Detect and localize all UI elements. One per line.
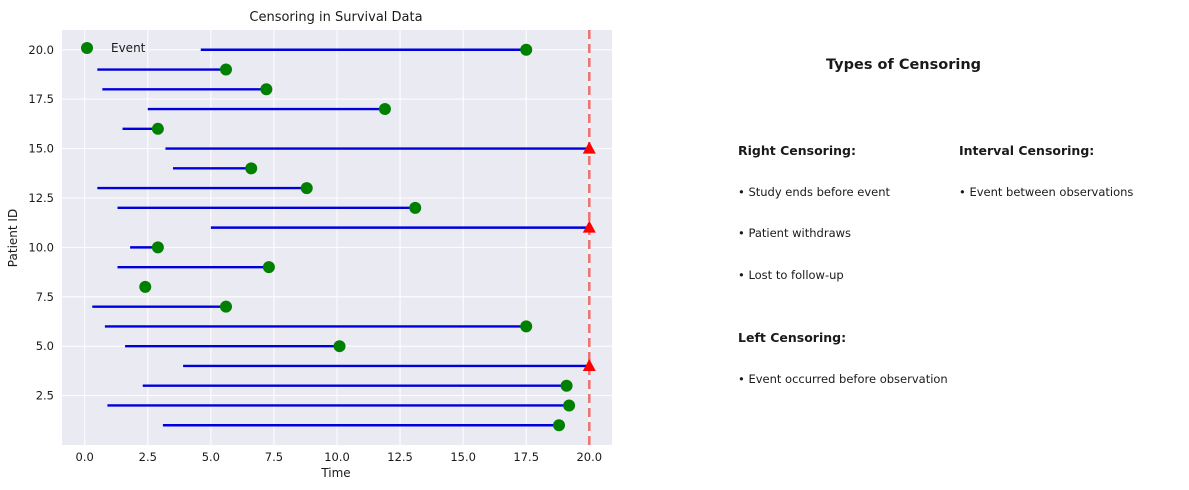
censored-marker <box>582 220 596 233</box>
x-tick-label: 7.5 <box>265 450 283 464</box>
event-marker <box>520 320 533 333</box>
y-tick-label: 20.0 <box>28 43 54 57</box>
y-tick-label: 15.0 <box>28 142 54 156</box>
right-censoring-item: • Patient withdraws <box>738 226 852 240</box>
censored-marker <box>582 141 596 154</box>
panel-title: Types of Censoring <box>826 57 982 73</box>
x-tick-label: 17.5 <box>513 450 539 464</box>
event-marker <box>219 300 232 313</box>
event-marker <box>560 379 573 392</box>
y-tick-label: 10.0 <box>28 240 54 254</box>
chart-title: Censoring in Survival Data <box>249 10 422 25</box>
patient-markers <box>139 43 596 432</box>
x-tick-label: 2.5 <box>139 450 157 464</box>
x-axis-label: Time <box>320 466 350 480</box>
event-marker <box>409 201 422 214</box>
censored-marker <box>582 358 596 371</box>
y-tick-label: 2.5 <box>36 389 54 403</box>
x-tick-label: 20.0 <box>576 450 602 464</box>
right-censoring-item: • Lost to follow-up <box>738 268 844 282</box>
left-censoring-title: Left Censoring: <box>738 330 847 345</box>
right-censoring-item: • Study ends before event <box>738 185 891 199</box>
y-tick-label: 12.5 <box>28 191 54 205</box>
x-tick-label: 5.0 <box>202 450 220 464</box>
event-marker <box>378 103 391 116</box>
event-marker <box>151 241 164 254</box>
patient-lines <box>92 48 590 427</box>
event-marker <box>219 63 232 76</box>
x-tick-label: 10.0 <box>324 450 350 464</box>
y-tick-label: 17.5 <box>28 92 54 106</box>
event-marker <box>300 182 313 195</box>
x-tick-labels: 0.0 2.5 5.0 7.5 10.0 12.5 15.0 17.5 20.0 <box>76 450 603 464</box>
left-censoring-item: • Event occurred before observation <box>738 372 948 386</box>
event-marker <box>333 340 346 353</box>
legend-event-marker <box>81 42 93 54</box>
event-marker <box>553 419 566 432</box>
event-marker <box>245 162 258 175</box>
y-tick-label: 7.5 <box>36 290 54 304</box>
event-marker <box>260 83 273 96</box>
event-marker <box>139 280 152 293</box>
event-marker <box>151 122 164 135</box>
interval-censoring-item: • Event between observations <box>959 185 1134 199</box>
y-tick-label: 5.0 <box>36 339 54 353</box>
event-marker <box>262 261 275 274</box>
x-tick-label: 12.5 <box>387 450 413 464</box>
legend-event-label: Event <box>111 41 146 55</box>
y-tick-labels: 2.5 5.0 7.5 10.0 12.5 15.0 17.5 20.0 <box>28 43 54 403</box>
y-axis-label: Patient ID <box>6 209 20 267</box>
x-tick-label: 0.0 <box>76 450 94 464</box>
survival-chart: 0.0 2.5 5.0 7.5 10.0 12.5 15.0 17.5 20.0 2.5 5.0 7… <box>6 10 612 480</box>
right-censoring-title: Right Censoring: <box>738 143 856 158</box>
event-marker <box>520 43 533 56</box>
legend: Event <box>81 41 146 55</box>
interval-censoring-title: Interval Censoring: <box>959 143 1095 158</box>
x-tick-label: 15.0 <box>450 450 476 464</box>
event-marker <box>563 399 576 412</box>
